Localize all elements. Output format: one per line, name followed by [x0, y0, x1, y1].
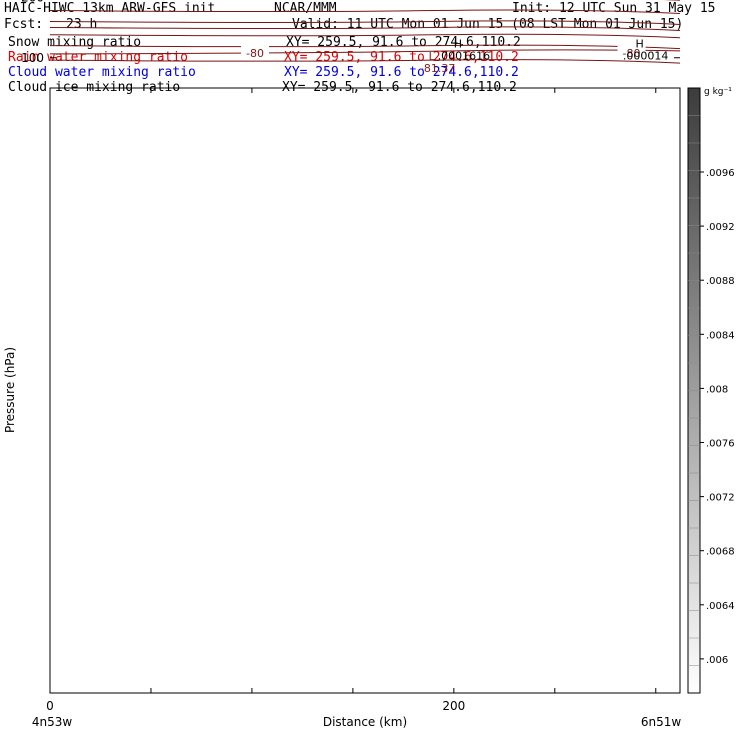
isotherm-line [49, 33, 681, 39]
isotherm-label: -80 [246, 47, 264, 60]
isotherm-label: -80 [623, 47, 641, 60]
colorbar-tick-label: .0076 [706, 439, 735, 450]
colorbar-tick-label: .0084 [706, 330, 735, 341]
isotherm-label-bg [241, 45, 269, 59]
isotherm-line [49, 44, 681, 50]
colorbar-tick-label: .0064 [706, 601, 735, 612]
extremum-marker: H [635, 38, 643, 51]
isotherm-label-bg [617, 45, 646, 59]
x-axis-label: Distance (km) [323, 715, 407, 729]
x-tick-label: 0 [46, 699, 54, 713]
isotherm-line [49, 59, 681, 64]
extremum-marker: H [454, 38, 462, 51]
colorbar-tick-label: .008 [706, 384, 728, 395]
extremum-marker: L [429, 50, 436, 63]
colorbar-tick-label: .0068 [706, 547, 735, 558]
colorbar-tick-label: .0096 [706, 168, 735, 179]
colorbar-tick-label: .0092 [706, 222, 735, 233]
extremum-value: -81.37 [420, 62, 455, 75]
field-name-cloud-water: Cloud water mixing ratio [8, 65, 196, 80]
x-end-label-right: 6n51w [641, 715, 682, 729]
y-tick-label: 100 [21, 51, 44, 65]
fcst-label: Fcst: [4, 17, 44, 32]
colorbar-tick-label: .006 [706, 655, 728, 666]
field-xy-cloud-water: XY= 259.5, 91.6 to 274.6,110.2 [284, 65, 519, 80]
isotherm-line [49, 26, 681, 31]
colorbar-tick-label: .0072 [706, 493, 735, 504]
extremum-value: .0001616 [438, 50, 491, 63]
isotherm-line [49, 9, 681, 15]
extremum-value: .000014 [623, 50, 669, 63]
x-tick-label: 200 [442, 699, 465, 713]
init-time: Init: 12 UTC Sun 31 May 15 [512, 1, 716, 16]
colorbar-unit: g kg⁻¹ [704, 87, 732, 97]
plot-frame [49, 87, 681, 694]
colorbar-tick-label: .0088 [706, 276, 735, 287]
y-axis-label: Pressure (hPa) [3, 347, 17, 433]
isotherm-line [49, 20, 681, 25]
isotherm-labeled [49, 49, 681, 55]
y-tick-label: 200 [21, 0, 44, 4]
x-end-label-left: 4n53w [32, 715, 73, 729]
title-left: HAIC-HIWC 13km ARW-GFS init [4, 1, 216, 16]
